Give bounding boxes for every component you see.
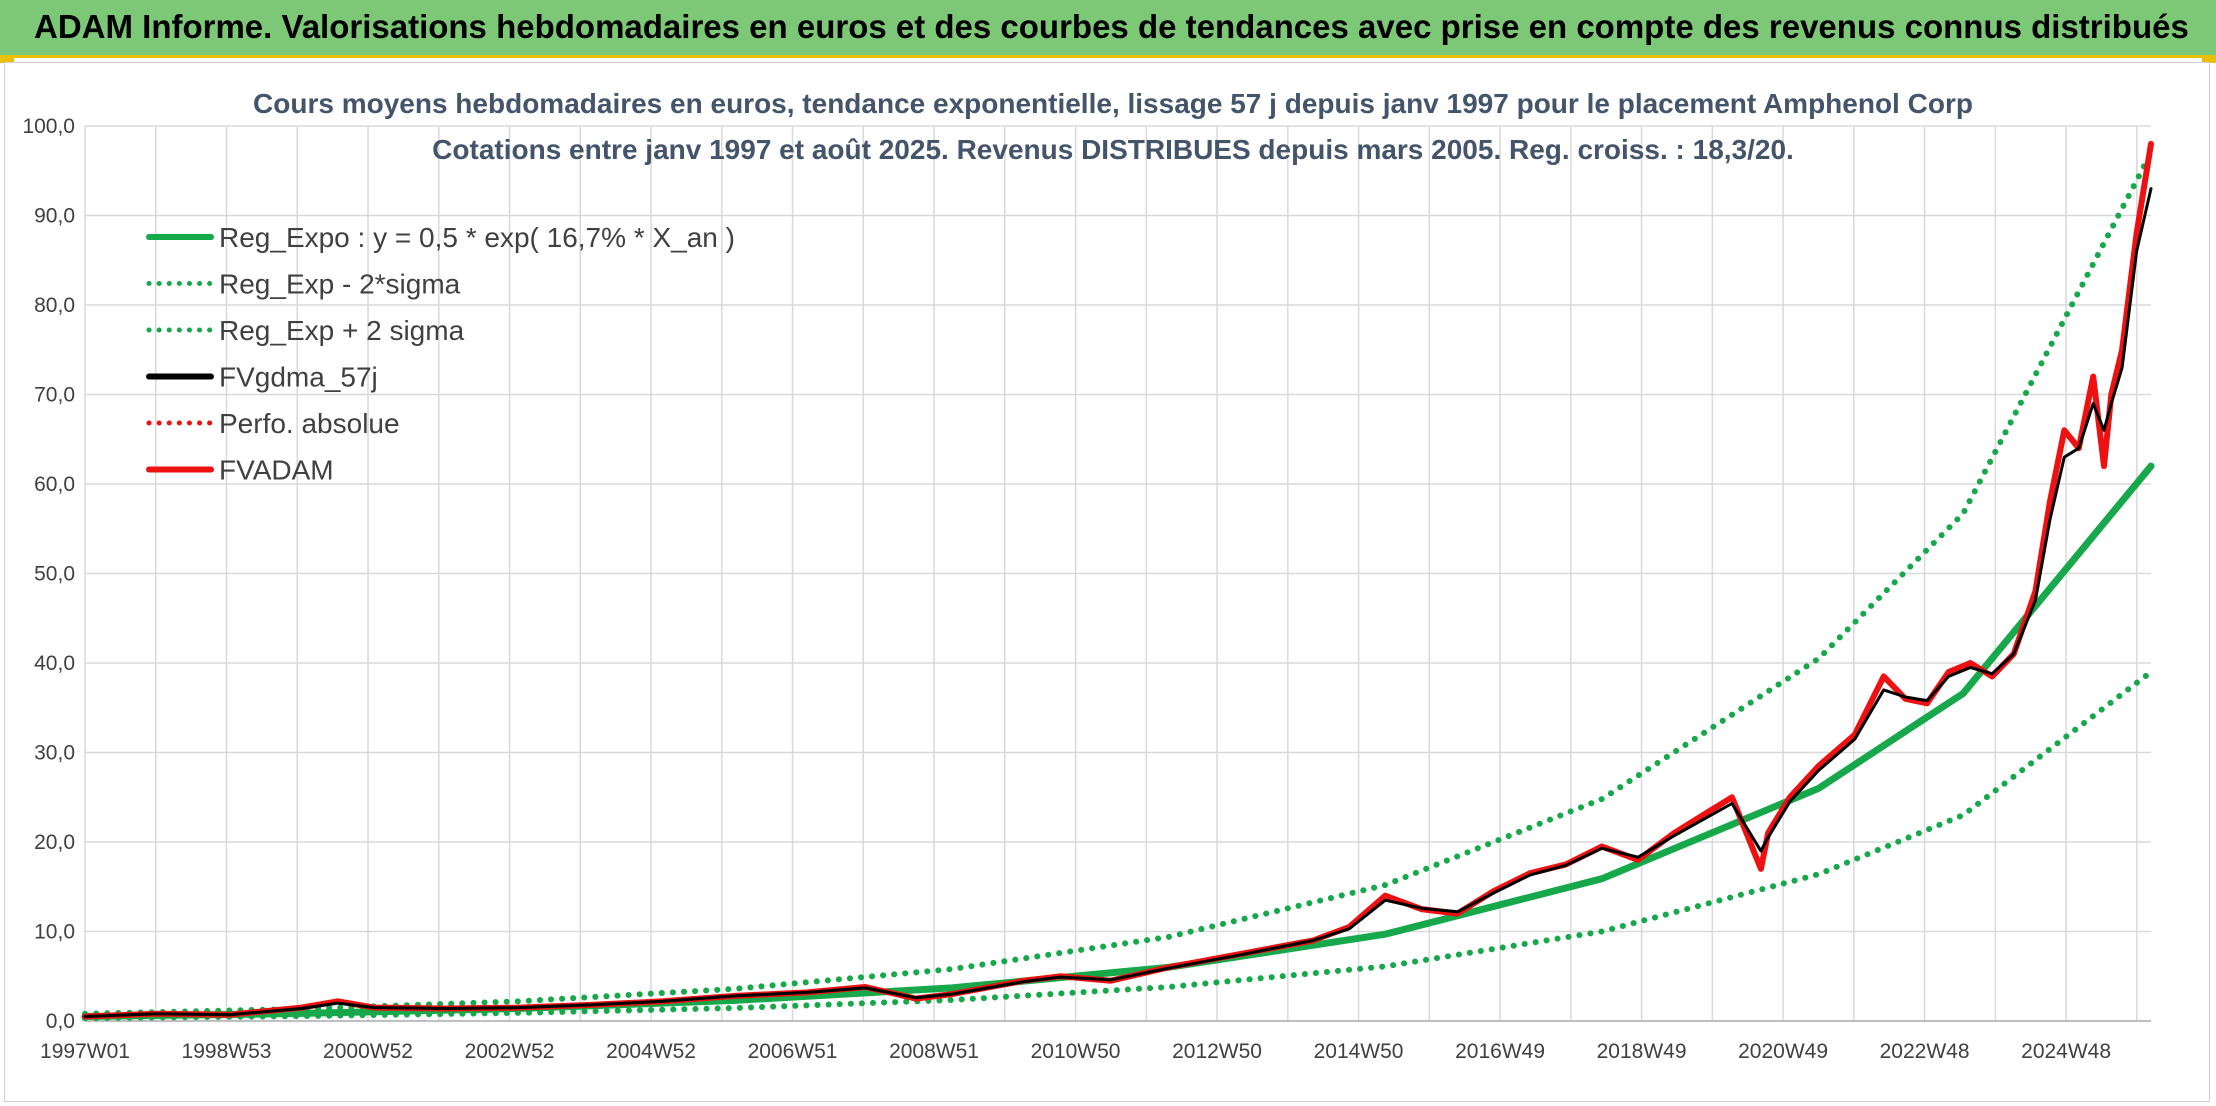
x-tick-label: 2020W49 [1738,1040,1828,1063]
y-tick-label: 0,0 [46,1010,75,1033]
line-chart: 0,0 10,0 20,0 30,0 40,0 50,0 60,0 70,0 80,0 90,0 1… [22,88,2155,1063]
chart-area: 0,0 10,0 20,0 30,0 40,0 50,0 60,0 70,0 80,0 90,0 1… [4,62,2210,1102]
y-tick-label: 80,0 [34,294,75,317]
chart-title-line-2: Cotations entre janv 1997 et août 2025. … [432,134,1794,165]
y-tick-label: 60,0 [34,473,75,496]
legend-label-perfo: Perfo. absolue [219,408,400,439]
legend-label-fvadam: FVADAM [219,455,334,486]
x-tick-label: 2018W49 [1597,1040,1687,1063]
series-line-reg_expo [81,462,2155,1020]
y-tick-label: 30,0 [34,742,75,765]
axes: 0,0 10,0 20,0 30,0 40,0 50,0 60,0 70,0 80,0 90,0 1… [22,115,2151,1063]
x-tick-label: 2012W50 [1172,1040,1262,1063]
legend-label-reg_plus: Reg_Exp + 2 sigma [219,315,465,346]
corner-accent-right [2202,58,2216,63]
series-line-fvgdma [83,187,2153,1018]
series-line-reg_plus [82,149,2154,1017]
chart-title-line-1: Cours moyens hebdomadaires en euros, ten… [253,88,1973,119]
y-tick-label: 100,0 [22,115,75,138]
x-tick-label: 2002W52 [465,1040,555,1063]
report-banner: ADAM Informe. Valorisations hebdomadaire… [0,0,2216,58]
y-tick-label: 20,0 [34,831,75,854]
y-tick-label: 70,0 [34,384,75,407]
legend: Reg_Expo : y = 0,5 * exp( 16,7% * X_an )… [146,222,735,486]
y-tick-label: 90,0 [34,205,75,228]
x-tick-label: 1998W53 [182,1040,272,1063]
legend-label-reg_expo: Reg_Expo : y = 0,5 * exp( 16,7% * X_an ) [219,222,735,253]
series [81,140,2155,1022]
x-tick-label: 2016W49 [1455,1040,1545,1063]
x-tick-label: 1997W01 [40,1040,130,1063]
report-title: ADAM Informe. Valorisations hebdomadaire… [34,8,2189,45]
legend-label-reg_minus: Reg_Exp - 2*sigma [219,269,461,300]
grid [84,125,2151,1022]
x-tick-label: 2022W48 [1880,1040,1970,1063]
y-tick-label: 50,0 [34,563,75,586]
legend-label-fvgdma: FVgdma_57j [219,362,378,393]
y-tick-label: 40,0 [34,652,75,675]
x-tick-label: 2024W48 [2021,1040,2111,1063]
x-tick-label: 2014W50 [1314,1040,1404,1063]
x-tick-label: 2010W50 [1031,1040,1121,1063]
x-tick-label: 2006W51 [748,1040,838,1063]
corner-accent-left [0,58,14,63]
x-tick-label: 2000W52 [323,1040,413,1063]
series-line-reg_minus [82,669,2154,1022]
y-tick-label: 10,0 [34,921,75,944]
x-tick-label: 2004W52 [606,1040,696,1063]
x-tick-label: 2008W51 [889,1040,979,1063]
